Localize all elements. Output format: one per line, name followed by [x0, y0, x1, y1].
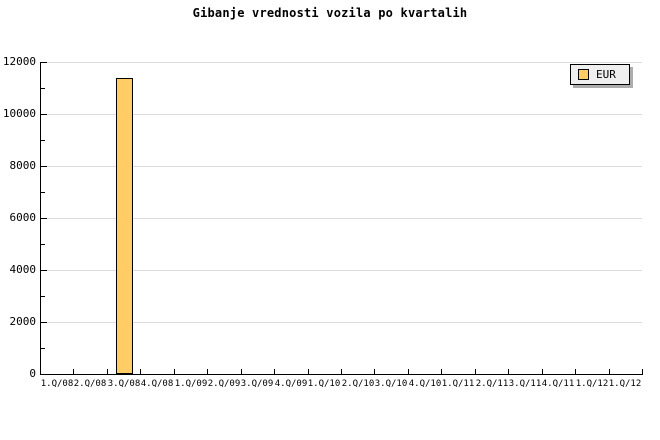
x-axis-label: 2.Q/09	[207, 379, 241, 389]
y-axis-label: 2000	[9, 315, 37, 328]
x-tick	[107, 369, 108, 374]
x-axis-label: 4.Q/08	[140, 379, 174, 389]
x-tick	[508, 369, 509, 374]
x-tick	[575, 369, 576, 374]
y-axis-label: 0	[29, 367, 36, 380]
x-tick	[207, 369, 208, 374]
y-axis-label: 4000	[9, 263, 37, 276]
x-tick	[475, 369, 476, 374]
x-tick	[140, 369, 141, 374]
x-tick	[609, 369, 610, 374]
y-major-tick	[41, 114, 47, 115]
y-axis-label: 12000	[2, 55, 36, 68]
y-minor-tick	[41, 140, 45, 141]
x-tick	[408, 369, 409, 374]
y-major-tick	[41, 218, 47, 219]
y-minor-tick	[41, 88, 45, 89]
x-axis-label: 1.Q/10	[307, 379, 341, 389]
gridline	[41, 166, 642, 167]
x-tick	[308, 369, 309, 374]
x-axis-label: 1.Q/08	[40, 379, 74, 389]
x-tick	[374, 369, 375, 374]
y-minor-tick	[41, 348, 45, 349]
legend-swatch-eur	[578, 69, 589, 80]
x-axis-label: 3.Q/11	[508, 379, 542, 389]
x-tick	[174, 369, 175, 374]
x-tick	[241, 369, 242, 374]
y-minor-tick	[41, 296, 45, 297]
x-tick	[441, 369, 442, 374]
y-axis-line	[40, 62, 41, 375]
x-axis-label: 3.Q/10	[374, 379, 408, 389]
legend-box: EUR	[570, 64, 630, 85]
gridline	[41, 322, 642, 323]
x-axis-label: 3.Q/08	[107, 379, 141, 389]
y-axis-label: 6000	[9, 211, 37, 224]
x-axis-label: 1.Q/09	[174, 379, 208, 389]
gridline	[41, 270, 642, 271]
y-major-tick	[41, 270, 47, 271]
gridline	[41, 62, 642, 63]
x-axis-label: 4.Q/10	[408, 379, 442, 389]
x-axis-label: 4.Q/11	[541, 379, 575, 389]
x-axis-label: 2.Q/08	[73, 379, 107, 389]
x-axis-label: 1.Q/11	[441, 379, 475, 389]
x-axis-label: 3.Q/09	[240, 379, 274, 389]
y-axis-label: 10000	[2, 107, 36, 120]
x-tick	[542, 369, 543, 374]
x-axis-line	[40, 374, 643, 375]
bar-3.Q/08	[116, 78, 133, 374]
gridline	[41, 218, 642, 219]
legend-label-eur: EUR	[596, 68, 616, 81]
y-major-tick	[41, 62, 47, 63]
x-tick	[274, 369, 275, 374]
x-tick	[341, 369, 342, 374]
x-axis-label: 2.Q/10	[341, 379, 375, 389]
y-minor-tick	[41, 192, 45, 193]
x-tick	[642, 369, 643, 374]
gridline	[41, 114, 642, 115]
x-axis-label: 2.Q/11	[475, 379, 509, 389]
x-axis-label: 1.Q/12	[575, 379, 609, 389]
x-tick	[73, 369, 74, 374]
x-axis-label: 1.Q/12	[608, 379, 642, 389]
y-axis-label: 8000	[9, 159, 37, 172]
chart-title: Gibanje vrednosti vozila po kvartalih	[192, 6, 468, 20]
y-major-tick	[41, 322, 47, 323]
y-minor-tick	[41, 244, 45, 245]
y-major-tick	[41, 166, 47, 167]
x-axis-label: 4.Q/09	[274, 379, 308, 389]
